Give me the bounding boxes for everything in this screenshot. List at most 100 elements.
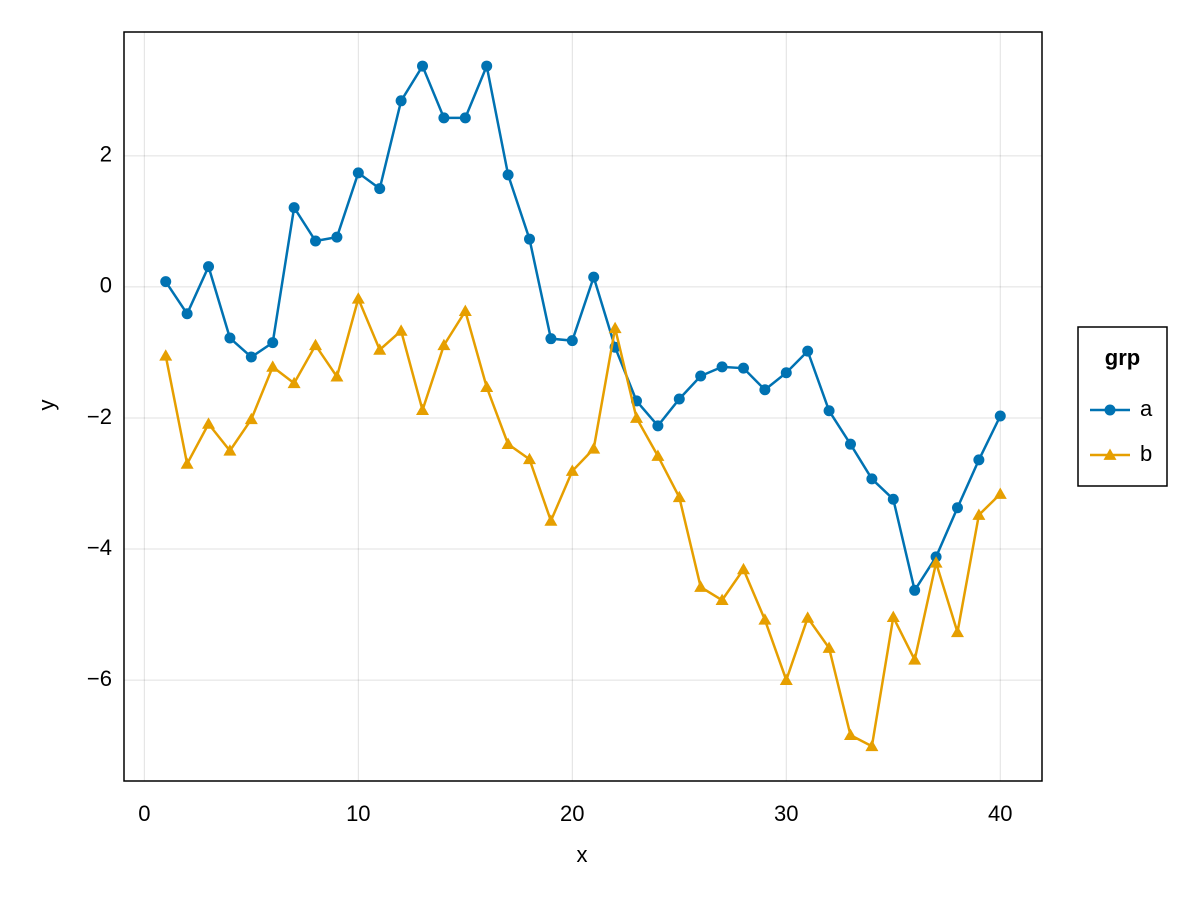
marker xyxy=(844,438,856,450)
marker xyxy=(502,169,514,181)
plot-frame xyxy=(123,31,1043,782)
marker xyxy=(737,362,749,374)
marker xyxy=(310,235,322,247)
marker xyxy=(481,60,493,72)
marker xyxy=(438,112,450,124)
marker xyxy=(887,493,899,505)
series-line xyxy=(164,61,1002,594)
marker xyxy=(779,673,793,685)
marker xyxy=(395,95,407,107)
marker xyxy=(459,112,471,124)
marker xyxy=(909,584,921,596)
marker xyxy=(266,360,280,372)
legend-box xyxy=(1077,326,1168,487)
marker xyxy=(672,490,686,503)
x-tick-label: 40 xyxy=(988,801,1012,826)
marker xyxy=(160,276,172,288)
marker xyxy=(501,437,515,450)
marker xyxy=(973,454,985,466)
marker xyxy=(202,417,216,429)
marker xyxy=(629,411,643,423)
marker xyxy=(736,562,750,575)
marker xyxy=(224,332,236,344)
x-tick-label: 0 xyxy=(138,801,150,826)
x-tick-label: 10 xyxy=(346,801,370,826)
marker xyxy=(309,338,323,351)
marker xyxy=(437,338,451,351)
marker xyxy=(780,367,792,379)
y-tick-label: −4 xyxy=(87,535,112,560)
marker xyxy=(223,444,237,456)
marker xyxy=(951,502,963,514)
marker xyxy=(458,304,472,317)
x-axis-label: x xyxy=(577,842,588,867)
marker xyxy=(588,271,600,283)
legend-title: grp xyxy=(1105,345,1140,370)
marker xyxy=(1103,448,1117,460)
marker xyxy=(587,442,601,454)
marker xyxy=(245,351,257,363)
x-tick-label: 30 xyxy=(774,801,798,826)
marker xyxy=(394,324,408,336)
marker xyxy=(801,611,815,623)
marker xyxy=(886,610,900,623)
marker xyxy=(695,370,707,382)
marker xyxy=(608,321,622,334)
marker xyxy=(843,728,857,741)
marker xyxy=(523,452,537,465)
marker xyxy=(802,345,814,357)
marker xyxy=(180,457,194,469)
marker xyxy=(652,420,664,432)
marker xyxy=(972,508,986,520)
marker xyxy=(480,380,494,393)
marker xyxy=(331,231,343,243)
y-tick-label: −6 xyxy=(87,666,112,691)
marker xyxy=(545,333,557,345)
series-line xyxy=(164,294,1002,749)
marker xyxy=(651,449,665,461)
y-tick-label: 0 xyxy=(100,273,112,298)
marker xyxy=(566,335,578,347)
marker xyxy=(416,403,430,415)
marker xyxy=(822,641,836,653)
marker xyxy=(373,343,387,355)
marker xyxy=(374,183,386,195)
marker xyxy=(244,412,258,425)
marker xyxy=(352,167,364,179)
marker xyxy=(159,349,173,361)
marker xyxy=(287,376,301,389)
marker xyxy=(715,593,729,606)
marker xyxy=(759,384,771,396)
marker xyxy=(694,580,708,592)
marker xyxy=(823,405,835,417)
x-tick-label: 20 xyxy=(560,801,584,826)
marker xyxy=(673,393,685,405)
marker xyxy=(865,739,879,752)
marker xyxy=(181,308,193,320)
y-tick-label: −2 xyxy=(87,404,112,429)
legend-label: a xyxy=(1140,396,1153,421)
marker xyxy=(330,370,344,382)
marker xyxy=(994,410,1006,422)
marker xyxy=(544,514,558,526)
marker xyxy=(929,556,943,568)
marker xyxy=(993,487,1007,499)
y-axis-label: y xyxy=(34,400,59,411)
legend: grp ab xyxy=(1077,326,1168,487)
marker xyxy=(866,473,878,485)
legend-label: b xyxy=(1140,441,1152,466)
marker xyxy=(565,464,579,476)
marker xyxy=(1104,404,1116,416)
marker xyxy=(417,60,429,72)
marker xyxy=(716,361,728,373)
marker xyxy=(524,233,536,245)
marker xyxy=(908,653,922,665)
marker xyxy=(950,625,964,638)
marker xyxy=(288,202,300,214)
marker xyxy=(351,292,365,304)
marker xyxy=(758,613,772,625)
marker xyxy=(203,261,215,273)
y-tick-label: 2 xyxy=(100,142,112,167)
